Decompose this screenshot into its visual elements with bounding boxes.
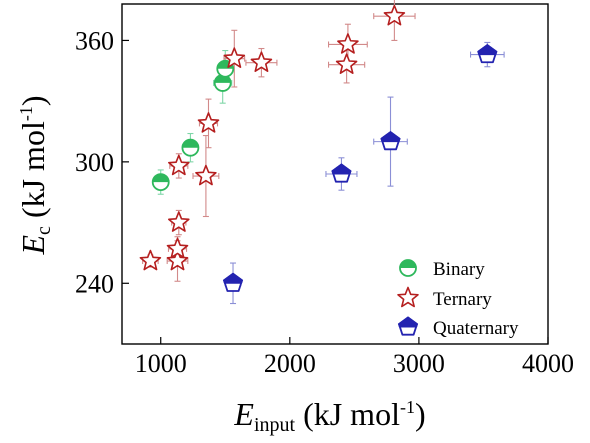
legend-marker-quaternary [397,316,419,336]
data-point-ternary [168,154,190,176]
data-point-ternary [250,51,273,72]
data-point-ternary [139,249,162,271]
data-point-binary [213,74,232,92]
legend: Binary Ternary Quaternary [397,259,519,339]
legend-label-quaternary: Quaternary [433,318,519,339]
data-point-quaternary [331,163,352,183]
data-point-ternary [166,249,189,271]
y-axis-title: Ec (kJ mol-1) [15,96,55,256]
legend-marker-ternary [397,286,419,308]
data-point-ternary [168,211,190,232]
data-point-ternary [337,33,359,54]
y-tick-label: 240 [75,269,114,298]
data-point-binary [151,173,170,191]
legend-item-quaternary: Quaternary [397,316,519,339]
x-tick-label: 1000 [135,349,187,378]
legend-label-binary: Binary [433,259,485,280]
data-point-ternary [335,53,358,75]
legend-marker-binary [399,259,417,277]
data-point-ternary [195,164,217,186]
x-tick-label: 3000 [393,349,445,378]
data-markers [139,4,498,292]
data-point-ternary [197,112,220,133]
data-point-binary [181,138,200,157]
axis-ticks: 1000 2000 3000 4000 240 300 360 [75,26,574,378]
legend-label-ternary: Ternary [433,289,492,310]
legend-item-binary: Binary [399,259,485,280]
legend-symbol [397,286,419,308]
plot-frame [121,3,549,345]
data-point-ternary [166,237,189,259]
x-axis-title: Einput (kJ mol-1) [233,396,425,436]
y-tick-label: 300 [75,148,114,177]
x-tick-label: 4000 [522,349,574,378]
legend-symbol [397,316,419,336]
data-point-ternary [223,47,246,68]
data-point-quaternary [380,131,401,151]
legend-item-ternary: Ternary [397,286,492,310]
data-point-quaternary [222,272,244,292]
legend-symbol [399,259,417,277]
data-point-quaternary [477,43,498,64]
y-tick-label: 360 [75,26,114,55]
x-tick-label: 2000 [264,349,316,378]
data-point-ternary [383,4,406,26]
